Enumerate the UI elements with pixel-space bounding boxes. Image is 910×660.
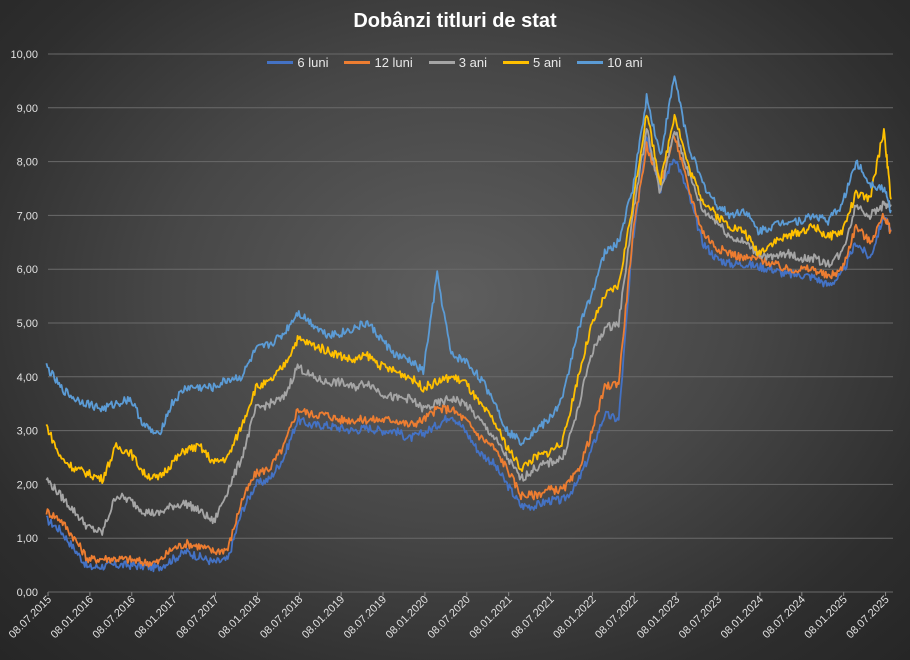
- x-tick-label: 08.01.2022: [551, 594, 598, 641]
- legend-swatch: [344, 61, 371, 64]
- x-tick-label: 08.01.2023: [635, 594, 682, 641]
- series-line-3-ani: [45, 127, 892, 536]
- x-tick-label: 08.07.2017: [174, 594, 221, 641]
- legend-item: 3 ani: [428, 55, 487, 70]
- x-tick-label: 08.01.2016: [49, 594, 96, 641]
- x-tick-label: 08.07.2023: [677, 594, 724, 641]
- legend-swatch: [502, 61, 529, 64]
- x-tick-label: 08.07.2025: [844, 594, 891, 641]
- chart-title: Dobânzi titluri de stat: [353, 10, 557, 32]
- x-tick-label: 08.01.2017: [132, 594, 179, 641]
- y-tick-label: 9,00: [17, 103, 38, 115]
- y-tick-label: 6,00: [17, 264, 38, 276]
- x-tick-label: 08.07.2020: [425, 594, 472, 641]
- x-tick-label: 08.07.2022: [593, 594, 640, 641]
- y-tick-label: 4,00: [17, 372, 38, 384]
- y-tick-label: 2,00: [17, 479, 38, 491]
- y-tick-label: 5,00: [17, 318, 38, 330]
- y-tick-label: 10,00: [10, 49, 38, 61]
- series-line-6-luni: [45, 136, 892, 573]
- x-tick-label: 08.01.2019: [300, 594, 347, 641]
- legend-label: 12 luni: [374, 55, 413, 70]
- x-tick-label: 08.01.2021: [467, 594, 514, 641]
- y-tick-label: 7,00: [17, 210, 38, 222]
- legend: 6 luni 12 luni 3 ani 5 ani 10 ani: [0, 55, 910, 70]
- y-tick-label: 8,00: [17, 157, 38, 169]
- series-line-5-ani: [45, 113, 892, 485]
- series-line-10-ani: [45, 75, 892, 446]
- x-tick-label: 08.07.2019: [342, 594, 389, 641]
- x-tick-label: 08.07.2016: [90, 594, 137, 641]
- x-tick-label: 08.07.2018: [258, 594, 305, 641]
- x-tick-label: 08.01.2024: [719, 594, 766, 641]
- x-tick-label: 08.07.2015: [7, 594, 54, 641]
- legend-item: 5 ani: [502, 55, 562, 70]
- x-tick-label: 08.07.2021: [509, 594, 556, 641]
- x-tick-label: 08.01.2025: [802, 594, 849, 641]
- x-tick-label: 08.01.2020: [384, 594, 431, 641]
- y-tick-label: 3,00: [17, 426, 38, 438]
- legend-item: 6 luni: [267, 55, 328, 70]
- legend-label: 6 luni: [297, 55, 329, 70]
- y-tick-label: 0,00: [17, 587, 38, 599]
- legend-swatch: [428, 61, 455, 64]
- legend-swatch: [577, 61, 604, 64]
- series-line-12-luni: [45, 133, 892, 568]
- legend-item: 10 ani: [577, 55, 643, 70]
- x-tick-label: 08.01.2018: [216, 594, 263, 641]
- legend-label: 5 ani: [532, 55, 562, 70]
- legend-label: 3 ani: [458, 55, 487, 70]
- legend-swatch: [267, 61, 294, 64]
- y-tick-label: 1,00: [17, 533, 38, 545]
- legend-item: 12 luni: [344, 55, 413, 70]
- x-tick-label: 08.07.2024: [761, 594, 808, 641]
- legend-label: 10 ani: [607, 55, 643, 70]
